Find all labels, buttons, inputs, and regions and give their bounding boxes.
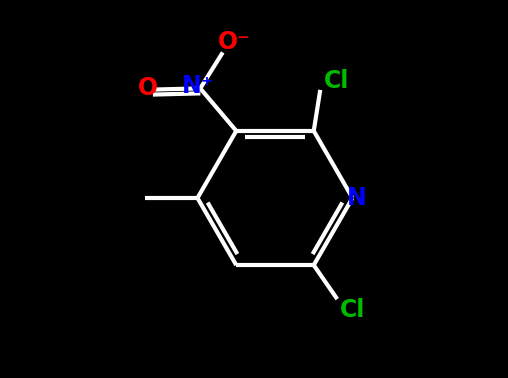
- Text: O: O: [138, 76, 158, 101]
- Text: O⁻: O⁻: [218, 30, 250, 54]
- Text: Cl: Cl: [339, 298, 365, 322]
- Text: N⁺: N⁺: [182, 74, 214, 98]
- Text: Cl: Cl: [324, 70, 350, 93]
- Text: N: N: [346, 186, 366, 210]
